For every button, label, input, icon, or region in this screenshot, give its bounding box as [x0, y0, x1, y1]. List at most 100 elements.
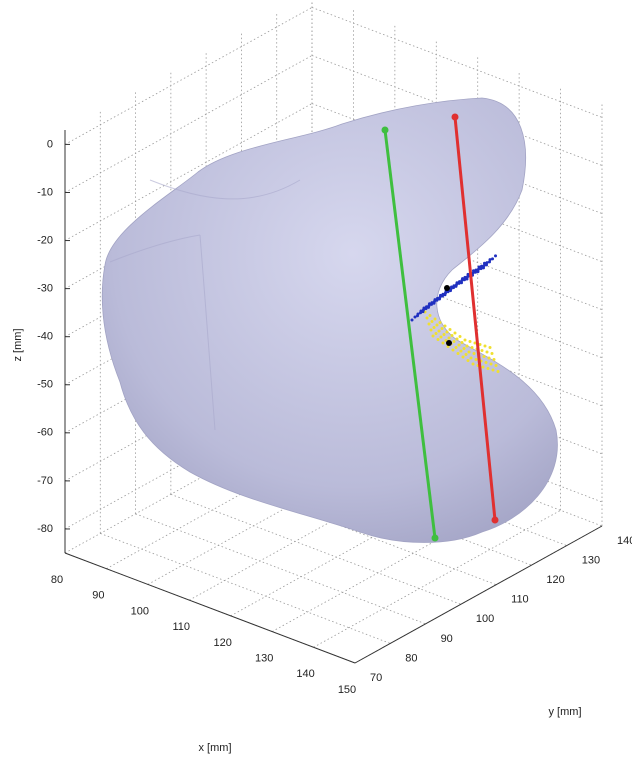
yellow-point	[456, 338, 459, 341]
yellow-point	[437, 338, 440, 341]
yellow-point	[485, 361, 488, 364]
yellow-point	[482, 366, 485, 369]
blue-point	[434, 298, 437, 301]
yellow-point	[436, 324, 439, 327]
yellow-point	[442, 342, 445, 345]
yellow-point	[426, 317, 429, 320]
yellow-point	[462, 356, 465, 359]
yellow-point	[481, 349, 484, 352]
red-endpoint	[492, 517, 499, 524]
yellow-point	[446, 331, 449, 334]
yellow-point	[475, 358, 478, 361]
blue-point	[483, 262, 486, 265]
x-tick-label: 140	[296, 668, 314, 680]
yellow-point	[432, 335, 435, 338]
yellow-point	[465, 353, 468, 356]
yellow-point	[484, 345, 487, 348]
yellow-point	[454, 332, 457, 335]
x-tick-label: 90	[92, 590, 104, 602]
z-axis-label: z [mm]	[12, 329, 24, 362]
yellow-point	[467, 359, 470, 362]
yellow-point	[431, 320, 434, 323]
yellow-point	[463, 347, 466, 350]
red-endpoint	[452, 114, 459, 121]
x-tick-label: 150	[338, 684, 356, 696]
yellow-point	[488, 357, 491, 360]
yellow-point	[448, 337, 451, 340]
grid-line	[100, 533, 390, 643]
yellow-point	[470, 357, 473, 360]
y-axis	[355, 526, 602, 663]
y-tick-label: 120	[546, 574, 564, 586]
z-tick-label: -80	[37, 523, 53, 535]
yellow-point	[440, 336, 443, 339]
yellow-point	[453, 340, 456, 343]
y-tick-label: 80	[405, 652, 417, 664]
x-tick-label: 80	[51, 574, 63, 586]
yellow-point	[451, 334, 454, 337]
yellow-point	[466, 345, 469, 348]
yellow-point	[449, 328, 452, 331]
z-tick-label: -30	[37, 283, 53, 295]
yellow-point	[460, 350, 463, 353]
yellow-point	[429, 314, 432, 317]
yellow-point	[428, 323, 431, 326]
x-tick-label: 130	[255, 652, 273, 664]
y-tick-label: 70	[370, 672, 382, 684]
blue-point	[472, 269, 475, 272]
yellow-point	[438, 330, 441, 333]
yellow-point	[491, 352, 494, 355]
z-tick-label: -60	[37, 427, 53, 439]
yellow-point	[486, 351, 489, 354]
yellow-point	[471, 346, 474, 349]
yellow-point	[464, 339, 467, 342]
center-point	[444, 285, 450, 291]
blue-point	[456, 281, 459, 284]
blue-point	[494, 254, 497, 257]
yellow-point	[489, 346, 492, 349]
blue-point	[489, 258, 492, 261]
x-axis-label: x [mm]	[199, 742, 232, 754]
x-tick-label: 100	[131, 605, 149, 617]
yellow-point	[492, 369, 495, 372]
yellow-point	[430, 329, 433, 332]
yellow-point	[461, 341, 464, 344]
yellow-point	[497, 370, 500, 373]
yellow-point	[441, 327, 444, 330]
yellow-point	[473, 352, 476, 355]
y-tick-label: 90	[441, 633, 453, 645]
yellow-point	[443, 333, 446, 336]
z-tick-label: -50	[37, 379, 53, 391]
blue-point	[423, 307, 426, 310]
blue-point	[420, 310, 423, 313]
y-tick-label: 100	[476, 613, 494, 625]
yellow-point	[487, 367, 490, 370]
yellow-point	[455, 346, 458, 349]
blue-point	[478, 266, 481, 269]
center-point	[446, 340, 452, 346]
chart: x [mm] y [mm] z [mm] 80 90 100 110 120 130 140…	[0, 0, 632, 763]
yellow-point	[469, 340, 472, 343]
blue-point	[428, 302, 431, 305]
blue-point	[461, 277, 464, 280]
yellow-point	[433, 326, 436, 329]
y-axis-label: y [mm]	[549, 706, 582, 718]
yellow-point	[458, 344, 461, 347]
yellow-point	[493, 358, 496, 361]
yellow-point	[444, 325, 447, 328]
yellow-point	[439, 321, 442, 324]
y-tick-label: 110	[511, 594, 529, 606]
yellow-point	[457, 352, 460, 355]
z-tick-label: 0	[47, 138, 53, 150]
blue-point	[411, 319, 414, 322]
yellow-point	[459, 335, 462, 338]
x-axis	[65, 553, 355, 663]
yellow-point	[490, 363, 493, 366]
x-tick-label: 110	[173, 621, 191, 633]
z-tick-label: -40	[37, 331, 53, 343]
yellow-point	[495, 364, 498, 367]
blue-point	[414, 316, 417, 319]
z-tick-label: -70	[37, 475, 53, 487]
yellow-point	[472, 363, 475, 366]
blue-point	[439, 294, 442, 297]
